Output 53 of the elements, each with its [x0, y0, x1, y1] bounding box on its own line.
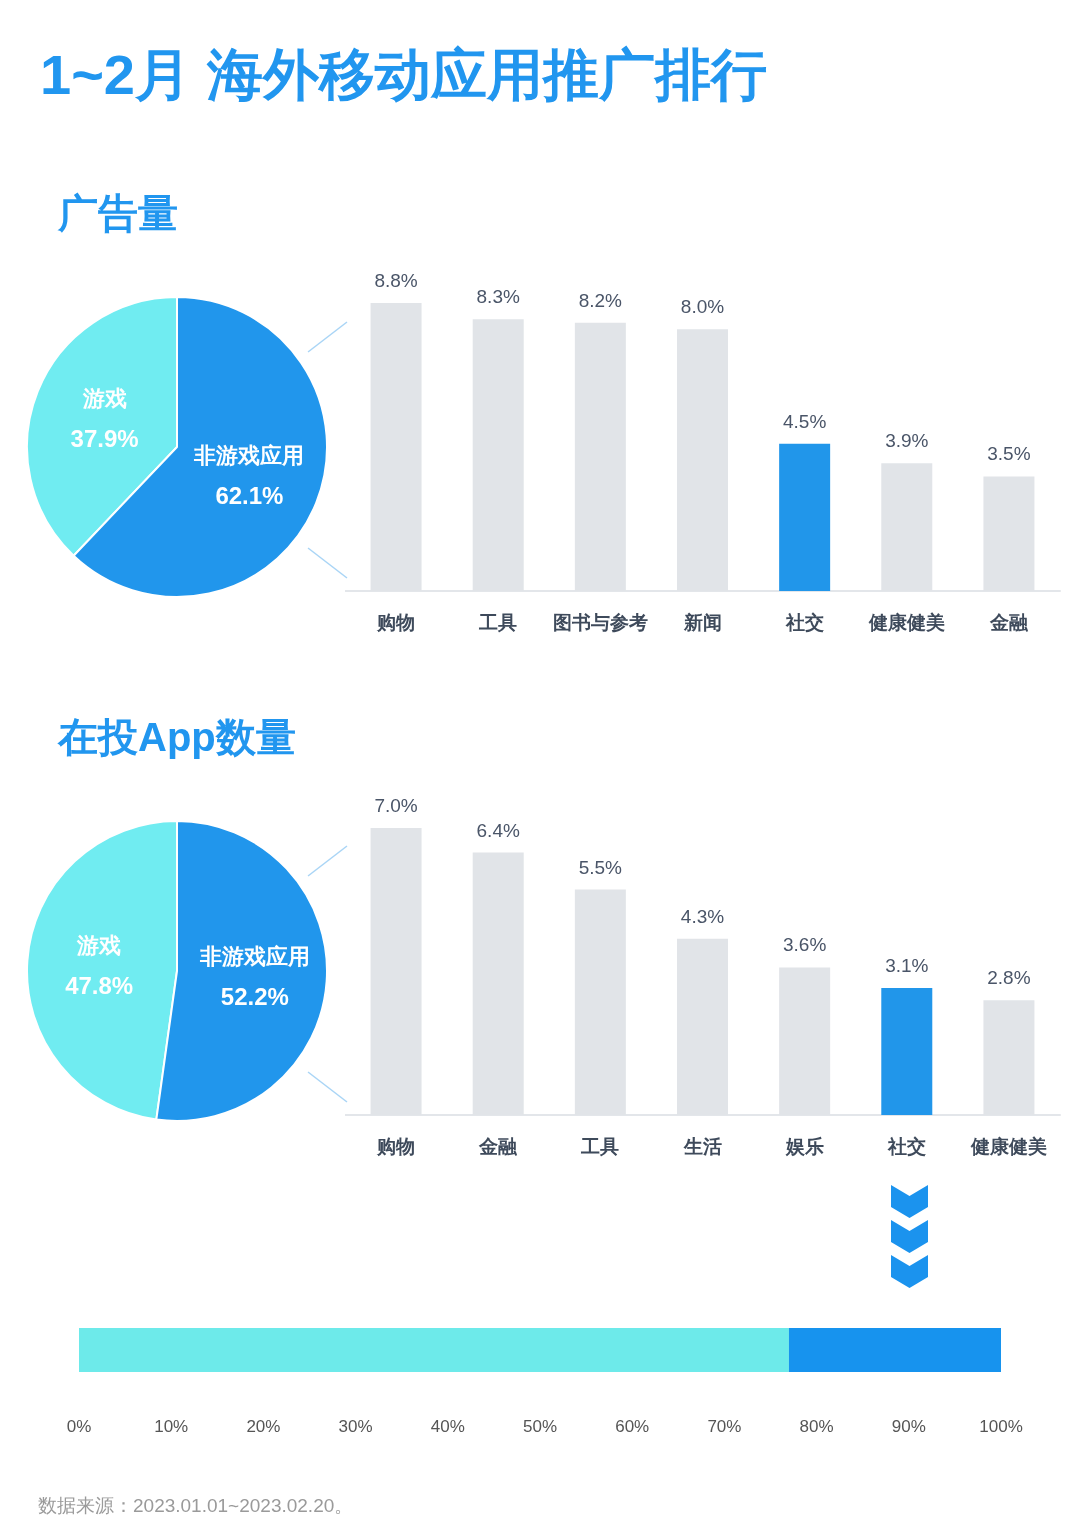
data-label: 8.2% [578, 289, 623, 311]
x-tick-label: 健康健美 [969, 1136, 1047, 1157]
data-label: 2.8% [987, 967, 1031, 989]
x-tick-label: 80% [799, 1417, 834, 1436]
slice-label: 非游戏应用 [198, 943, 310, 969]
chart-title: 在投App数量 [58, 714, 296, 761]
x-tick-label: 0% [66, 1417, 92, 1436]
data-label: 3.1% [885, 954, 929, 976]
x-tick-label: 90% [891, 1417, 926, 1436]
data-label: 6.4% [476, 819, 520, 841]
data-label: 7.0% [374, 795, 418, 816]
data-label: 37.9% [70, 424, 139, 452]
x-tick-label: 新闻 [682, 612, 722, 633]
data-label: 3.6% [782, 934, 827, 956]
data-label: 52.2% [220, 982, 289, 1010]
x-tick-label: 金融 [988, 612, 1029, 633]
data-label: 8.0% [680, 296, 725, 318]
x-tick-label: 30% [338, 1417, 373, 1436]
x-tick-label: 工具 [478, 612, 518, 633]
x-tick-label: 工具 [580, 1136, 620, 1157]
bar [779, 443, 831, 591]
x-tick-label: 10% [154, 1417, 189, 1436]
x-tick-label: 图书与参考 [552, 612, 648, 633]
x-tick-label: 60% [615, 1417, 650, 1436]
data-label: 3.9% [885, 430, 929, 452]
data-label: 3.5% [987, 443, 1031, 465]
x-tick-label: 100% [979, 1417, 1023, 1436]
x-tick-label: 购物 [376, 1136, 416, 1157]
bar [881, 987, 933, 1115]
x-tick-label: 金融 [478, 1136, 519, 1157]
slice-label: 游戏 [76, 933, 122, 959]
data-label: 62.1% [215, 482, 284, 510]
x-tick-label: 50% [522, 1417, 558, 1436]
data-label: 47.8% [65, 972, 134, 1000]
data-label: 4.5% [782, 410, 827, 432]
slice-label: 非游戏应用 [193, 443, 305, 469]
x-tick-label: 社交 [886, 1136, 926, 1157]
data-label: 8.8% [374, 270, 418, 291]
data-label: 5.5% [578, 856, 623, 878]
source-note: 数据来源：2023.01.01~2023.02.20。 [38, 1494, 354, 1518]
chart-subtitle: 广告量 [58, 190, 178, 237]
x-tick-label: 健康健美 [867, 612, 945, 633]
x-tick-label: 20% [246, 1417, 281, 1436]
x-tick-label: 生活 [682, 1136, 722, 1157]
data-label: 8.3% [476, 286, 520, 308]
x-tick-label: 40% [430, 1417, 465, 1436]
data-label: 4.3% [680, 905, 725, 927]
x-tick-label: 购物 [376, 612, 416, 633]
x-tick-label: 娱乐 [784, 1136, 824, 1157]
slice-label: 游戏 [81, 385, 127, 411]
x-tick-label: 社交 [784, 612, 824, 633]
x-tick-label: 70% [707, 1417, 742, 1436]
chart-title: 1~2月 海外移动应用推广排行 [40, 42, 767, 108]
